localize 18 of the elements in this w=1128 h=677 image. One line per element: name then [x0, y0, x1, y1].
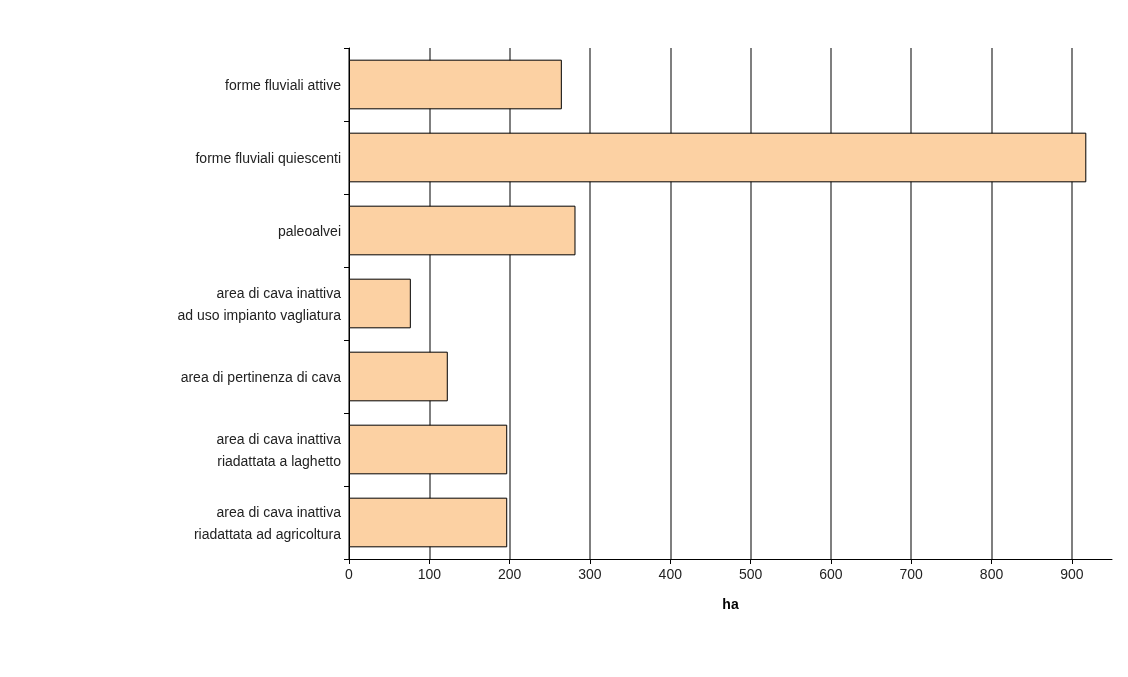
x-tick-label: 100 — [417, 566, 442, 582]
x-tick-label: 900 — [1060, 566, 1084, 582]
x-tick-label: 800 — [979, 566, 1004, 582]
x-tick-label: 600 — [819, 566, 843, 582]
y-tick-label: forme fluviali attive — [225, 76, 342, 93]
y-tick-label: area di cava inattiva ad uso impianto vagliatura — [177, 284, 342, 323]
y-tick-label: area di cava inattiva riadattata ad agricoltura — [193, 503, 342, 542]
x-tick-label: 400 — [658, 566, 683, 582]
x-tick-label: 200 — [497, 566, 522, 582]
x-axis-title: ha — [722, 596, 739, 612]
y-tick-label: area di cava inattiva riadattata a laghetto — [216, 430, 342, 469]
x-tick-label: 500 — [738, 566, 763, 582]
y-tick-label: area di pertinenza di cava — [180, 368, 342, 385]
x-tick-label: 300 — [578, 566, 602, 582]
x-tick-label: 0 — [345, 566, 354, 582]
x-tick-label: 700 — [899, 566, 924, 582]
y-tick-label: forme fluviali quiescenti — [195, 149, 341, 166]
y-tick-label: paleoalvei — [277, 222, 341, 239]
